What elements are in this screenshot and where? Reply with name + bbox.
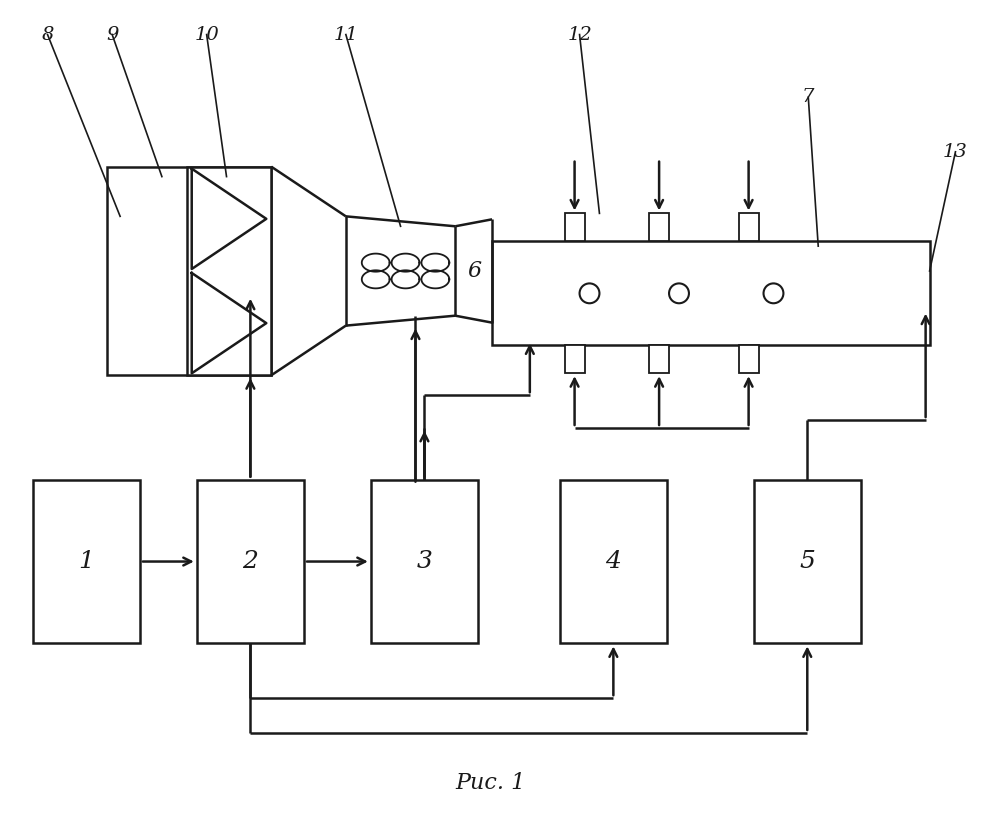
Bar [371, 479, 478, 644]
Text: 2: 2 [242, 550, 258, 573]
Bar [187, 167, 271, 375]
Bar [565, 214, 585, 241]
Text: 12: 12 [567, 26, 592, 43]
Bar [565, 346, 585, 373]
Bar [754, 479, 861, 644]
Text: 3: 3 [416, 550, 432, 573]
Bar [107, 167, 271, 375]
Bar [649, 346, 669, 373]
Bar [197, 479, 304, 644]
Text: 5: 5 [799, 550, 815, 573]
Text: 13: 13 [943, 143, 968, 161]
Bar [739, 214, 759, 241]
Bar [492, 241, 930, 346]
Text: 4: 4 [605, 550, 621, 573]
Text: 7: 7 [802, 89, 814, 106]
Text: 8: 8 [41, 26, 54, 43]
Text: 11: 11 [333, 26, 358, 43]
Bar [649, 214, 669, 241]
Bar [739, 346, 759, 373]
Bar [33, 479, 140, 644]
Text: 10: 10 [194, 26, 219, 43]
Text: 9: 9 [106, 26, 118, 43]
Text: 1: 1 [78, 550, 94, 573]
Text: Рис. 1: Рис. 1 [455, 772, 525, 793]
Bar [560, 479, 667, 644]
Text: 6: 6 [467, 260, 481, 282]
